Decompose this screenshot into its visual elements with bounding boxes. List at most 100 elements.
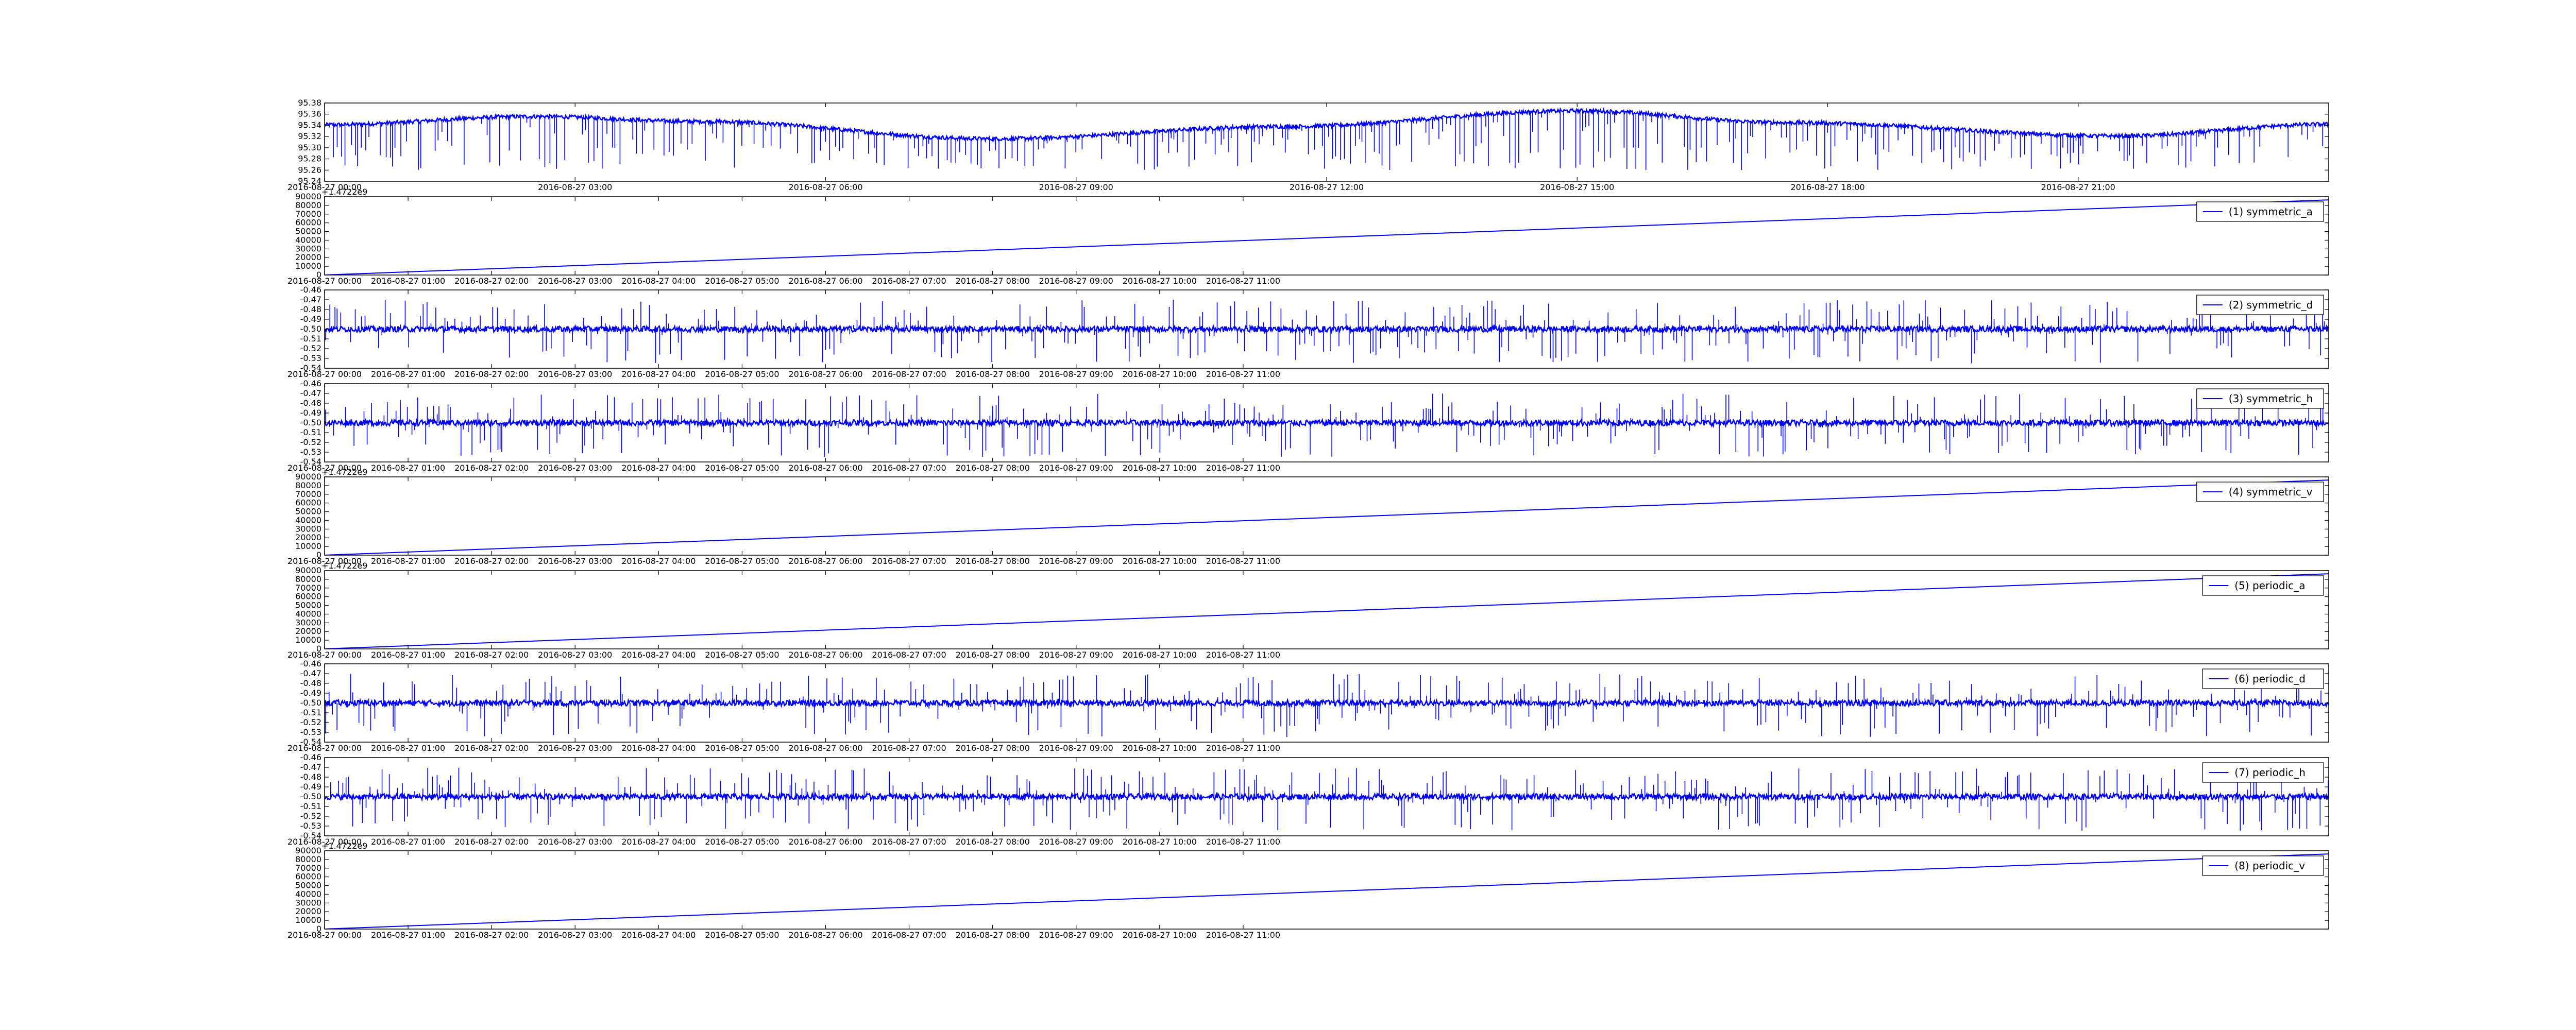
legend: (3) symmetric_h (2196, 388, 2324, 409)
legend-label: (3) symmetric_h (2229, 392, 2313, 405)
x-tick-label: 2016-08-27 07:00 (872, 556, 946, 566)
x-tick-label: 2016-08-27 05:00 (705, 463, 779, 473)
y-tick-label: 80000 (295, 480, 321, 490)
y-tick-label: -0.48 (300, 398, 321, 408)
x-tick-label: 2016-08-27 02:00 (454, 837, 529, 847)
y-tick-label: -0.46 (300, 752, 321, 762)
axes-frame (324, 476, 2329, 556)
y-tick-label: -0.51 (300, 801, 321, 811)
x-tick-label: 2016-08-27 00:00 (287, 743, 362, 753)
x-tick-label: 2016-08-27 02:00 (454, 556, 529, 566)
x-tick-label: 2016-08-27 08:00 (956, 837, 1030, 847)
y-tick-label: 50000 (295, 881, 321, 890)
series-spikes (333, 111, 2324, 170)
y-tick-label: 95.38 (298, 98, 321, 108)
series-spikes (325, 674, 2321, 737)
y-tick-label: 40000 (295, 235, 321, 245)
x-tick-label: 2016-08-27 07:00 (872, 930, 946, 940)
y-tick-label: 95.26 (298, 165, 321, 175)
series-group (325, 674, 2329, 737)
x-tick-label: 2016-08-27 04:00 (621, 930, 696, 940)
y-tick-label: 95.28 (298, 154, 321, 164)
y-tick-label: -0.52 (300, 344, 321, 353)
x-tick-label: 2016-08-27 09:00 (1039, 182, 1113, 192)
y-tick-label: 20000 (295, 906, 321, 916)
series-line (325, 573, 2329, 649)
x-tick-label: 2016-08-27 03:00 (538, 837, 612, 847)
series-line (325, 791, 2329, 802)
x-tick-label: 2016-08-27 04:00 (621, 837, 696, 847)
x-tick-label: 2016-08-27 11:00 (1206, 743, 1280, 753)
y-tick-label: 70000 (295, 863, 321, 873)
x-tick-label: 2016-08-27 12:00 (1290, 182, 1364, 192)
x-tick-label: 2016-08-27 09:00 (1039, 369, 1113, 379)
x-tick-label: 2016-08-27 10:00 (1123, 556, 1197, 566)
legend: (1) symmetric_a (2196, 201, 2324, 222)
chart-panel-4: -0.54-0.53-0.52-0.51-0.50-0.49-0.48-0.47… (287, 379, 2329, 473)
series-group (325, 767, 2329, 831)
series-line (325, 107, 2329, 143)
y-tick-label: 60000 (295, 872, 321, 882)
x-tick-label: 2016-08-27 03:00 (538, 650, 612, 660)
legend-label: (1) symmetric_a (2229, 205, 2313, 218)
y-tick-label: 20000 (295, 626, 321, 636)
y-tick-label: 50000 (295, 600, 321, 610)
x-tick-label: 2016-08-27 08:00 (956, 556, 1030, 566)
x-tick-label: 2016-08-27 05:00 (705, 743, 779, 753)
series-group (325, 199, 2329, 275)
x-tick-label: 2016-08-27 06:00 (788, 650, 862, 660)
y-tick-label: 90000 (295, 472, 321, 482)
x-tick-label: 2016-08-27 05:00 (705, 276, 779, 286)
y-tick-label: 10000 (295, 541, 321, 551)
x-tick-label: 2016-08-27 03:00 (538, 276, 612, 286)
y-tick-label: -0.48 (300, 678, 321, 688)
legend-label: (5) periodic_a (2234, 579, 2305, 592)
y-tick-label: 20000 (295, 252, 321, 262)
chart-panel-3: -0.54-0.53-0.52-0.51-0.50-0.49-0.48-0.47… (287, 285, 2329, 379)
x-tick-label: 2016-08-27 00:00 (287, 837, 362, 847)
legend-label: (2) symmetric_d (2229, 299, 2313, 311)
x-tick-label: 2016-08-27 02:00 (454, 650, 529, 660)
series-group (325, 300, 2329, 364)
series-group (325, 479, 2329, 555)
y-tick-label: -0.50 (300, 324, 321, 334)
y-tick-label: -0.48 (300, 772, 321, 782)
x-tick-label: 2016-08-27 07:00 (872, 837, 946, 847)
x-tick-label: 2016-08-27 03:00 (538, 930, 612, 940)
series-group (325, 107, 2329, 170)
x-tick-label: 2016-08-27 08:00 (956, 369, 1030, 379)
x-tick-label: 2016-08-27 07:00 (872, 276, 946, 286)
x-tick-label: 2016-08-27 11:00 (1206, 650, 1280, 660)
x-tick-label: 2016-08-27 06:00 (788, 743, 862, 753)
legend: (2) symmetric_d (2196, 295, 2324, 315)
series-line (325, 697, 2329, 709)
x-tick-label: 2016-08-27 11:00 (1206, 276, 1280, 286)
x-tick-label: 2016-08-27 00:00 (287, 182, 362, 192)
x-tick-label: 2016-08-27 07:00 (872, 650, 946, 660)
x-tick-label: 2016-08-27 01:00 (371, 837, 445, 847)
y-tick-label: 0 (316, 924, 321, 934)
x-tick-label: 2016-08-27 11:00 (1206, 463, 1280, 473)
x-tick-label: 2016-08-27 01:00 (371, 276, 445, 286)
legend-label: (4) symmetric_v (2229, 486, 2313, 498)
y-tick-label: -0.47 (300, 668, 321, 678)
y-tick-label: -0.52 (300, 717, 321, 727)
x-tick-label: 2016-08-27 18:00 (1790, 182, 1865, 192)
x-tick-label: 2016-08-27 01:00 (371, 463, 445, 473)
y-tick-label: -0.46 (300, 379, 321, 388)
y-tick-label: 0 (316, 644, 321, 654)
y-tick-label: 30000 (295, 898, 321, 907)
series-line (325, 323, 2329, 335)
y-tick-label: -0.46 (300, 285, 321, 295)
axes-frame (324, 850, 2329, 930)
x-tick-label: 2016-08-27 06:00 (788, 463, 862, 473)
y-tick-label: 80000 (295, 854, 321, 864)
y-tick-label: -0.50 (300, 418, 321, 427)
x-tick-label: 2016-08-27 08:00 (956, 743, 1030, 753)
axis-offset-text: +1.4722e9 (321, 561, 367, 571)
y-tick-label: 95.24 (298, 176, 321, 186)
series-line (325, 853, 2329, 929)
y-tick-label: 95.36 (298, 109, 321, 119)
x-tick-label: 2016-08-27 02:00 (454, 276, 529, 286)
